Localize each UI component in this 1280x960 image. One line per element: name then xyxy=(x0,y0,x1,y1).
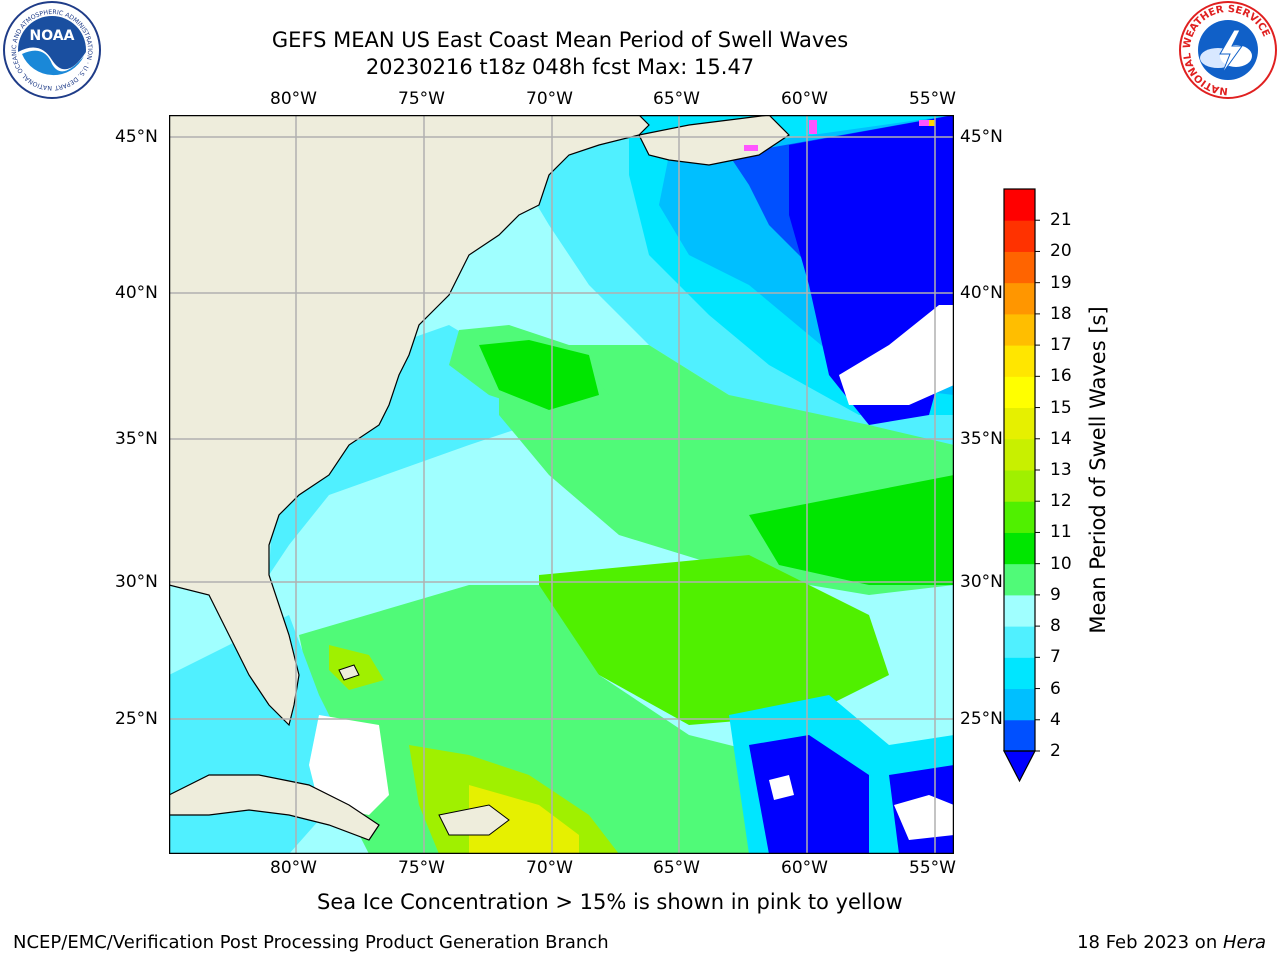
chart-subtitle: 20230216 t18z 048h fcst Max: 15.47 xyxy=(365,55,755,79)
colorbar-segment xyxy=(1004,719,1035,752)
colorbar-segment xyxy=(1004,438,1035,471)
graticule xyxy=(169,115,954,854)
colorbar-tick-label: 19 xyxy=(1050,272,1072,293)
lat-label-left-25n: 25°N xyxy=(115,709,158,729)
lon-label-bottom-70w: 70°W xyxy=(526,858,573,878)
colorbar-tick-label: 2 xyxy=(1050,741,1061,761)
colorbar-segment xyxy=(1004,376,1035,409)
lat-label-right-45n: 45°N xyxy=(960,127,1003,147)
land-nova-scotia xyxy=(638,115,790,166)
footer-date: 18 Feb 2023 on Hera xyxy=(1077,932,1266,953)
colorbar-tick-label: 14 xyxy=(1050,428,1072,449)
colorbar-segment xyxy=(1004,313,1035,346)
colorbar-under-extension xyxy=(1003,750,1036,783)
colorbar-tick-label: 6 xyxy=(1050,678,1061,699)
lat-label-left-35n: 35°N xyxy=(115,429,158,449)
colorbar-segment xyxy=(1004,594,1035,627)
colorbar-tick-label: 11 xyxy=(1050,522,1072,543)
colorbar-segment xyxy=(1004,220,1035,252)
noaa-logo: NATIONAL OCEANIC AND ATMOSPHERIC ADMINIS… xyxy=(0,0,101,99)
lat-label-left-45n: 45°N xyxy=(115,127,158,147)
sea-ice-2 xyxy=(744,145,758,151)
colorbar-tick-label: 9 xyxy=(1050,584,1061,605)
map xyxy=(169,115,954,854)
lon-label-bottom-75w: 75°W xyxy=(398,858,445,878)
land-hispaniola xyxy=(438,804,510,836)
colorbar-tick-label: 20 xyxy=(1050,241,1072,262)
footer-host: Hera xyxy=(1222,932,1266,953)
zone-11-12-florida-straits xyxy=(329,645,384,690)
colorbar-segment xyxy=(1004,407,1035,440)
lon-label-top-60w: 60°W xyxy=(781,89,828,109)
noaa-logo-text: NOAA xyxy=(30,28,75,44)
sea-ice-3 xyxy=(919,120,933,126)
footer-credit: NCEP/EMC/Verification Post Processing Pr… xyxy=(13,932,609,953)
sea-ice-4 xyxy=(929,120,935,126)
colorbar-segment xyxy=(1004,657,1035,690)
colorbar-tick-label: 21 xyxy=(1050,210,1072,231)
sea-ice-note: Sea Ice Concentration > 15% is shown in … xyxy=(317,890,903,914)
colorbar-tick-label: 7 xyxy=(1050,647,1061,668)
zone-10-11-east xyxy=(749,475,954,585)
lon-label-bottom-65w: 65°W xyxy=(653,858,700,878)
colorbar-segment xyxy=(1004,282,1035,315)
lat-label-right-25n: 25°N xyxy=(960,709,1003,729)
lon-label-bottom-80w: 80°W xyxy=(270,858,317,878)
colorbar-segment xyxy=(1004,345,1035,377)
no-data-southeast xyxy=(894,795,954,840)
colorbar-segment xyxy=(1004,189,1035,221)
lat-label-right-40n: 40°N xyxy=(960,283,1003,303)
colorbar-tick-label: 18 xyxy=(1050,303,1072,324)
no-data-southeast-small xyxy=(769,775,794,800)
zone-10-11-hatteras-core xyxy=(479,340,599,410)
colorbar xyxy=(1003,188,1040,783)
colorbar-segment xyxy=(1004,688,1035,721)
colorbar-tick-label: 12 xyxy=(1050,491,1072,512)
colorbar-segment xyxy=(1004,470,1035,502)
colorbar-tick-label: 13 xyxy=(1050,460,1072,480)
land-bahamas-island xyxy=(338,664,360,681)
lon-label-top-65w: 65°W xyxy=(653,89,700,109)
lat-label-right-30n: 30°N xyxy=(960,572,1003,592)
land-cuba xyxy=(169,774,380,841)
lat-label-left-40n: 40°N xyxy=(115,283,158,303)
lon-label-top-80w: 80°W xyxy=(270,89,317,109)
lon-label-bottom-60w: 60°W xyxy=(781,858,828,878)
colorbar-segment xyxy=(1004,251,1035,284)
colorbar-tick-label: 8 xyxy=(1050,616,1061,637)
sea-ice-1 xyxy=(809,120,817,134)
nws-logo: NATIONAL WEATHER SERVICE xyxy=(1179,1,1277,99)
colorbar-tick-label: 15 xyxy=(1050,397,1072,418)
colorbar-tick-label: 10 xyxy=(1050,553,1072,574)
lon-label-top-75w: 75°W xyxy=(398,89,445,109)
colorbar-tick-label: 16 xyxy=(1050,366,1072,387)
colorbar-tick-label: 17 xyxy=(1050,335,1072,356)
zone-below-2-southeast xyxy=(749,735,869,854)
lon-label-bottom-55w: 55°W xyxy=(909,858,956,878)
footer-date-text: 18 Feb 2023 on xyxy=(1077,932,1223,953)
colorbar-segment xyxy=(1004,626,1035,658)
colorbar-label: Mean Period of Swell Waves [s] xyxy=(1086,306,1110,634)
lat-label-right-35n: 35°N xyxy=(960,429,1003,449)
lon-label-top-55w: 55°W xyxy=(909,89,956,109)
colorbar-tick-label: 4 xyxy=(1050,709,1061,730)
colorbar-segment xyxy=(1004,532,1035,565)
colorbar-segment xyxy=(1004,501,1035,533)
zone-11-12-south xyxy=(539,555,889,725)
no-data-east xyxy=(839,305,954,405)
colorbar-segment xyxy=(1004,563,1035,596)
chart-title: GEFS MEAN US East Coast Mean Period of S… xyxy=(271,28,849,52)
lat-label-left-30n: 30°N xyxy=(115,572,158,592)
lon-label-top-70w: 70°W xyxy=(526,89,573,109)
no-data-bahamas xyxy=(309,715,389,815)
